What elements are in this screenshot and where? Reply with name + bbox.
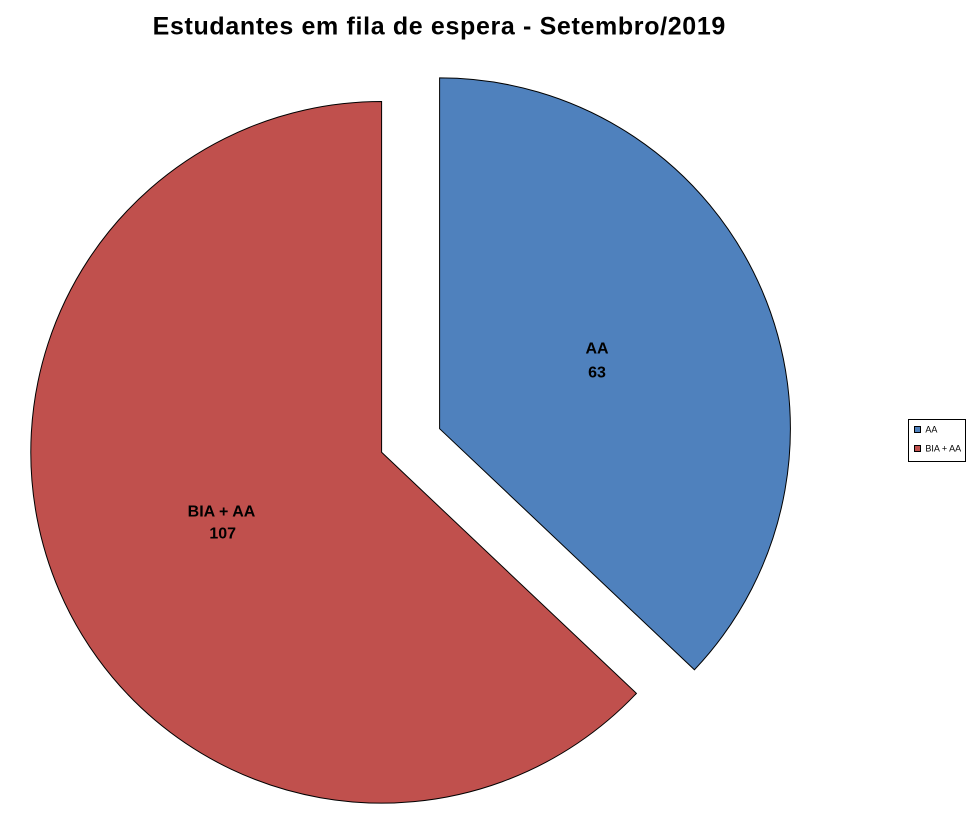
svg-text:BIA + AA: BIA + AA [188, 503, 256, 520]
svg-text:AA: AA [585, 340, 609, 357]
svg-text:63: 63 [588, 364, 606, 381]
svg-text:BIA + AA: BIA + AA [925, 444, 961, 454]
svg-text:107: 107 [209, 526, 236, 543]
svg-text:Estudantes em fila de espera -: Estudantes em fila de espera - Setembro/… [153, 12, 726, 40]
svg-text:AA: AA [925, 425, 937, 435]
